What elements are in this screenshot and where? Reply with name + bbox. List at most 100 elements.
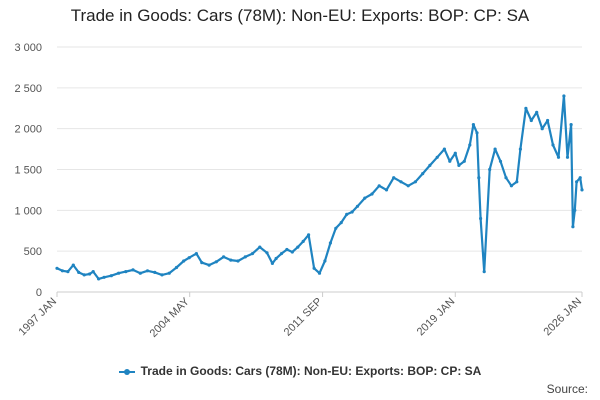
data-point[interactable] xyxy=(290,250,294,254)
source-link[interactable]: Source: xyxy=(546,382,588,396)
data-point[interactable] xyxy=(518,147,523,151)
data-point[interactable] xyxy=(435,155,439,159)
data-point[interactable] xyxy=(187,256,191,260)
y-tick-label: 3 000 xyxy=(14,42,42,54)
data-point[interactable] xyxy=(468,143,472,147)
data-point[interactable] xyxy=(207,263,211,267)
data-point[interactable] xyxy=(243,255,247,259)
data-point[interactable] xyxy=(573,208,577,212)
data-point[interactable] xyxy=(296,245,300,249)
data-point[interactable] xyxy=(556,155,561,159)
data-point[interactable] xyxy=(392,176,396,180)
data-point[interactable] xyxy=(475,131,479,135)
data-point[interactable] xyxy=(551,143,555,147)
data-point[interactable] xyxy=(60,269,64,273)
data-point[interactable] xyxy=(399,180,403,184)
data-point[interactable] xyxy=(571,225,575,229)
data-point[interactable] xyxy=(117,271,121,275)
data-point[interactable] xyxy=(448,159,452,163)
data-point[interactable] xyxy=(413,180,417,184)
data-point[interactable] xyxy=(91,270,95,274)
data-point[interactable] xyxy=(488,167,492,172)
data-point[interactable] xyxy=(578,176,582,180)
data-point[interactable] xyxy=(312,266,316,270)
data-point[interactable] xyxy=(182,259,186,263)
data-point[interactable] xyxy=(270,261,274,265)
data-point[interactable] xyxy=(301,239,305,243)
data-point[interactable] xyxy=(363,196,367,200)
data-point[interactable] xyxy=(384,188,389,192)
data-point[interactable] xyxy=(421,172,425,176)
data-point[interactable] xyxy=(471,123,475,127)
data-point[interactable] xyxy=(250,252,255,256)
data-point[interactable] xyxy=(285,247,289,252)
data-point[interactable] xyxy=(350,210,354,214)
data-point[interactable] xyxy=(194,252,198,256)
data-point[interactable] xyxy=(477,176,481,180)
data-point[interactable] xyxy=(482,270,486,274)
data-point[interactable] xyxy=(258,245,262,249)
data-point[interactable] xyxy=(160,273,164,277)
data-point[interactable] xyxy=(174,265,179,270)
data-point[interactable] xyxy=(214,260,218,264)
data-point[interactable] xyxy=(498,159,503,163)
data-point[interactable] xyxy=(131,268,135,272)
data-point[interactable] xyxy=(479,216,483,221)
data-point[interactable] xyxy=(334,226,338,230)
data-point[interactable] xyxy=(457,163,461,167)
data-point[interactable] xyxy=(509,184,513,188)
data-point[interactable] xyxy=(370,192,374,196)
data-point[interactable] xyxy=(453,151,457,155)
data-point[interactable] xyxy=(580,188,584,192)
data-point[interactable] xyxy=(145,269,150,273)
data-point[interactable] xyxy=(167,271,171,275)
data-point[interactable] xyxy=(535,110,539,114)
data-point[interactable] xyxy=(504,176,508,180)
data-point[interactable] xyxy=(515,180,519,184)
data-point[interactable] xyxy=(345,212,349,216)
data-point[interactable] xyxy=(77,270,81,274)
data-point[interactable] xyxy=(562,94,566,98)
data-point[interactable] xyxy=(428,163,432,167)
data-point[interactable] xyxy=(406,184,410,188)
data-point[interactable] xyxy=(493,147,497,151)
data-point[interactable] xyxy=(569,123,573,127)
data-point[interactable] xyxy=(124,270,128,274)
data-point[interactable] xyxy=(66,270,70,274)
data-point[interactable] xyxy=(236,259,240,263)
data-point[interactable] xyxy=(546,118,550,123)
data-point[interactable] xyxy=(339,221,343,225)
data-point[interactable] xyxy=(323,259,327,263)
data-point[interactable] xyxy=(442,147,446,151)
data-point[interactable] xyxy=(317,271,322,275)
data-point[interactable] xyxy=(575,180,579,184)
data-point[interactable] xyxy=(355,204,360,208)
data-point[interactable] xyxy=(88,272,92,276)
data-point[interactable] xyxy=(55,266,59,270)
data-point[interactable] xyxy=(307,233,311,237)
data-point[interactable] xyxy=(82,273,86,277)
data-point[interactable] xyxy=(200,261,204,265)
data-point[interactable] xyxy=(153,270,157,274)
data-point[interactable] xyxy=(97,277,101,281)
data-point[interactable] xyxy=(524,106,528,110)
data-point[interactable] xyxy=(274,256,278,261)
data-point[interactable] xyxy=(71,263,75,267)
data-point[interactable] xyxy=(222,255,226,259)
data-point[interactable] xyxy=(109,274,113,278)
data-point[interactable] xyxy=(279,252,284,256)
x-tick-label: 2004 MAY xyxy=(148,295,193,340)
data-point[interactable] xyxy=(265,251,269,255)
data-point[interactable] xyxy=(377,184,381,188)
data-point[interactable] xyxy=(565,155,570,159)
data-point[interactable] xyxy=(229,258,233,262)
data-point[interactable] xyxy=(138,271,142,275)
data-point[interactable] xyxy=(328,241,332,245)
data-point[interactable] xyxy=(529,118,533,123)
data-point[interactable] xyxy=(102,275,106,279)
legend[interactable]: Trade in Goods: Cars (78M): Non-EU: Expo… xyxy=(0,364,600,378)
x-tick-label: 1997 JAN xyxy=(16,296,59,339)
x-tick-label: 2026 JAN xyxy=(541,296,584,339)
data-point[interactable] xyxy=(462,159,466,163)
data-point[interactable] xyxy=(540,127,544,131)
